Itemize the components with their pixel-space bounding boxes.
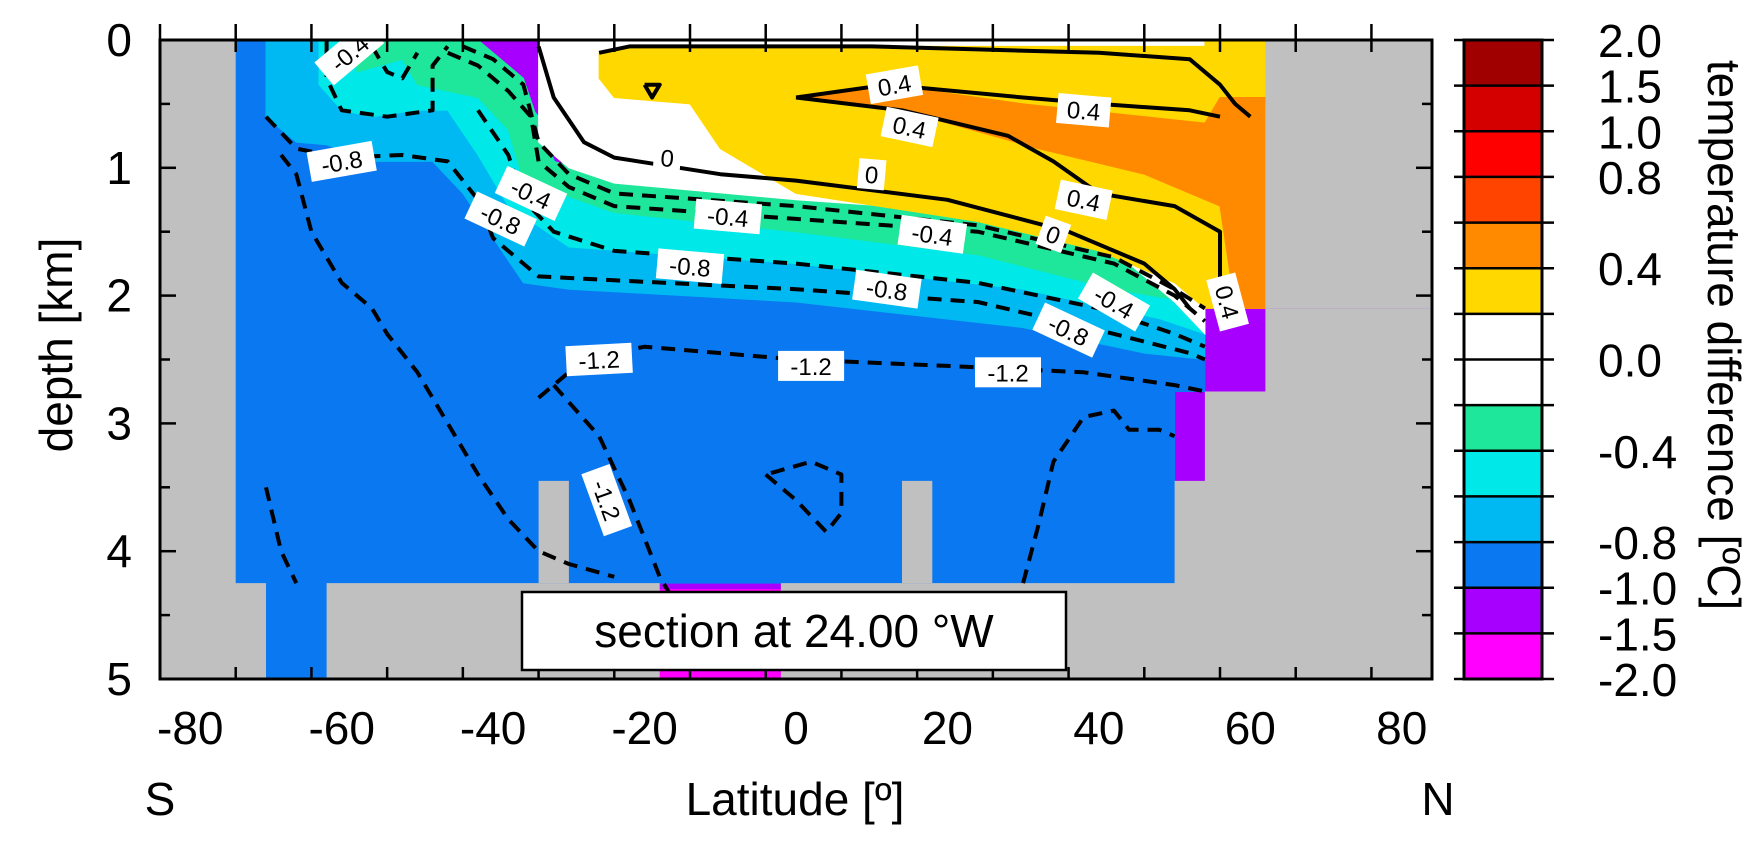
colorbar-swatch (1464, 268, 1542, 315)
contour-line-13 (642, 82, 662, 100)
contour-label-13: 0.4 (865, 65, 924, 105)
contour-label-text: -1.2 (987, 360, 1028, 387)
contour-line-14 (598, 44, 1252, 119)
colorbar-tick-label: -1.0 (1598, 563, 1677, 615)
colorbar-tick-label: -0.8 (1598, 517, 1677, 569)
contour-line-0 (279, 153, 615, 579)
contour-label-text: -0.8 (668, 252, 712, 283)
colorbar-swatch (1464, 359, 1542, 406)
colorbar-swatch (1464, 222, 1542, 269)
colorbar-tick-label: -1.5 (1598, 608, 1677, 660)
x-axis-north-label: N (1421, 773, 1454, 825)
x-tick-label: 80 (1376, 702, 1427, 754)
contour-label-11: 0 (856, 158, 887, 191)
contour-label-text: -0.8 (864, 274, 909, 306)
land-mid-ridge-left (538, 480, 569, 584)
colorbar-swatch (1464, 633, 1542, 680)
y-axis-label: depth [km] (30, 238, 82, 453)
contour-line-10 (446, 50, 1207, 323)
colorbar-swatch (1464, 313, 1542, 360)
colorbar-frame (1462, 38, 1544, 681)
colorbar-tick-label: 2.0 (1598, 15, 1662, 67)
contour-label-text: -1.2 (578, 346, 621, 375)
y-tick-label: 2 (106, 270, 132, 322)
colorbar-swatch (1464, 496, 1542, 543)
y-tick-label: 0 (106, 14, 132, 66)
contour-label-20: -1.2 (975, 357, 1041, 388)
colorbar-tick-label: 0.4 (1598, 243, 1662, 295)
contour-label-5: -0.8 (655, 248, 725, 285)
contour-line-5 (1021, 408, 1176, 584)
x-axis-south-label: S (145, 773, 176, 825)
contour-label-text: 0 (864, 162, 880, 190)
y-tick-label: 3 (106, 397, 132, 449)
contour-line-12 (536, 45, 1192, 310)
colorbar-swatch (1464, 542, 1542, 589)
x-tick-label: 60 (1225, 702, 1276, 754)
colorbar-tick-label: 1.0 (1598, 106, 1662, 158)
contour-label-text: 0.4 (1066, 97, 1102, 127)
y-tick-label: 1 (106, 142, 132, 194)
colorbar-tick-label: 0.8 (1598, 152, 1662, 204)
land-arctic (1265, 40, 1432, 309)
contour-label-15: 0.4 (1055, 93, 1112, 128)
land-ridge-north (780, 308, 1432, 679)
annotation-frame (520, 590, 1068, 672)
contour-label-18: -1.2 (565, 342, 633, 377)
contour-label-1: -0.8 (306, 140, 377, 182)
x-axis-label: Latitude [º] (686, 773, 905, 825)
annotation-text: section at 24.00 °W (594, 605, 994, 657)
contour-line-3 (552, 383, 677, 604)
colorbar: 2.01.51.00.8 0.4 0.0 -0.4 -0.8-1.0-1.5-2.0 (1454, 15, 1677, 706)
x-tick-label: -80 (157, 702, 223, 754)
colorbar-swatch (1464, 176, 1542, 224)
x-tick-label: -20 (611, 702, 677, 754)
land-mid-ridge-right (902, 480, 933, 584)
colorbar-label: temperature difference [ºC] (1698, 60, 1750, 610)
colorbar-swatch (1464, 405, 1542, 452)
colorbar-tick-label: -2.0 (1598, 654, 1677, 706)
contour-label-19: -1.2 (778, 350, 845, 381)
contour-label-text: -1.2 (790, 354, 831, 381)
colorbar-swatch (1464, 131, 1542, 178)
colorbar-tick-label: -0.4 (1598, 426, 1677, 478)
contour-label-14: 0.4 (880, 106, 939, 148)
colorbar-swatch (1464, 85, 1542, 132)
x-tick-label: 40 (1073, 702, 1124, 754)
colorbar-swatch (1464, 587, 1542, 634)
contour-label-10: 0 (652, 141, 683, 174)
plot-area: -0.4-0.8-0.4-0.8 -0.4-0.8-0.4-0.8 -0.4-0.8… (160, 40, 1432, 679)
colorbar-tick-label: 1.5 (1598, 61, 1662, 113)
land-antarctica (160, 40, 266, 679)
contour-label-7: -0.8 (852, 269, 922, 309)
contour-label-text: -0.4 (706, 203, 750, 234)
contour-label-text: 0 (659, 145, 675, 173)
y-tick-label: 5 (106, 653, 132, 705)
x-tick-label: -40 (460, 702, 526, 754)
chart-text: depth [km] Latitude [º] S N temperature … (30, 60, 1750, 825)
contour-line-11 (462, 44, 1206, 311)
contour-label-text: 0.4 (876, 70, 914, 102)
contour-label-text: -0.4 (910, 220, 955, 252)
contour-label-6: -0.4 (897, 214, 968, 254)
colorbar-swatch (1464, 40, 1542, 87)
contour-label-4: -0.4 (693, 198, 763, 235)
axes: -80 -60 -40 -20 0 20 40 60 80 0 1 2 3 4 5 (106, 14, 1434, 754)
colorbar-tick-label: 0.0 (1598, 335, 1662, 387)
colorbar-swatch (1464, 450, 1542, 497)
contour-label-12: 0 (1035, 215, 1072, 254)
x-tick-label: -60 (308, 702, 374, 754)
y-tick-label: 4 (106, 525, 132, 577)
contour-line-8 (324, 40, 450, 119)
x-tick-label: 0 (783, 702, 809, 754)
x-tick-label: 20 (922, 702, 973, 754)
section-annotation-box: section at 24.00 °W (520, 590, 1068, 672)
